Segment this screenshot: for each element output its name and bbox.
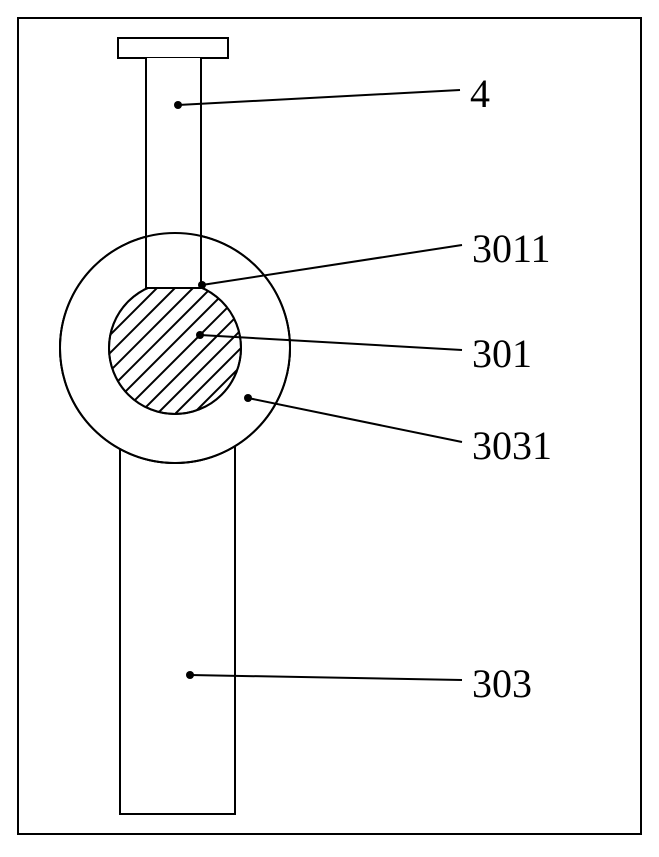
label-301: 301 (472, 330, 532, 377)
technical-diagram: 4 3011 301 3031 303 (0, 0, 659, 852)
notch (147, 273, 200, 288)
label-3031: 3031 (472, 422, 552, 469)
lower-bar (120, 446, 235, 814)
diagram-svg (0, 0, 659, 852)
label-4: 4 (470, 70, 490, 117)
label-3011: 3011 (472, 225, 551, 272)
bolt-head (118, 38, 228, 58)
label-303: 303 (472, 660, 532, 707)
